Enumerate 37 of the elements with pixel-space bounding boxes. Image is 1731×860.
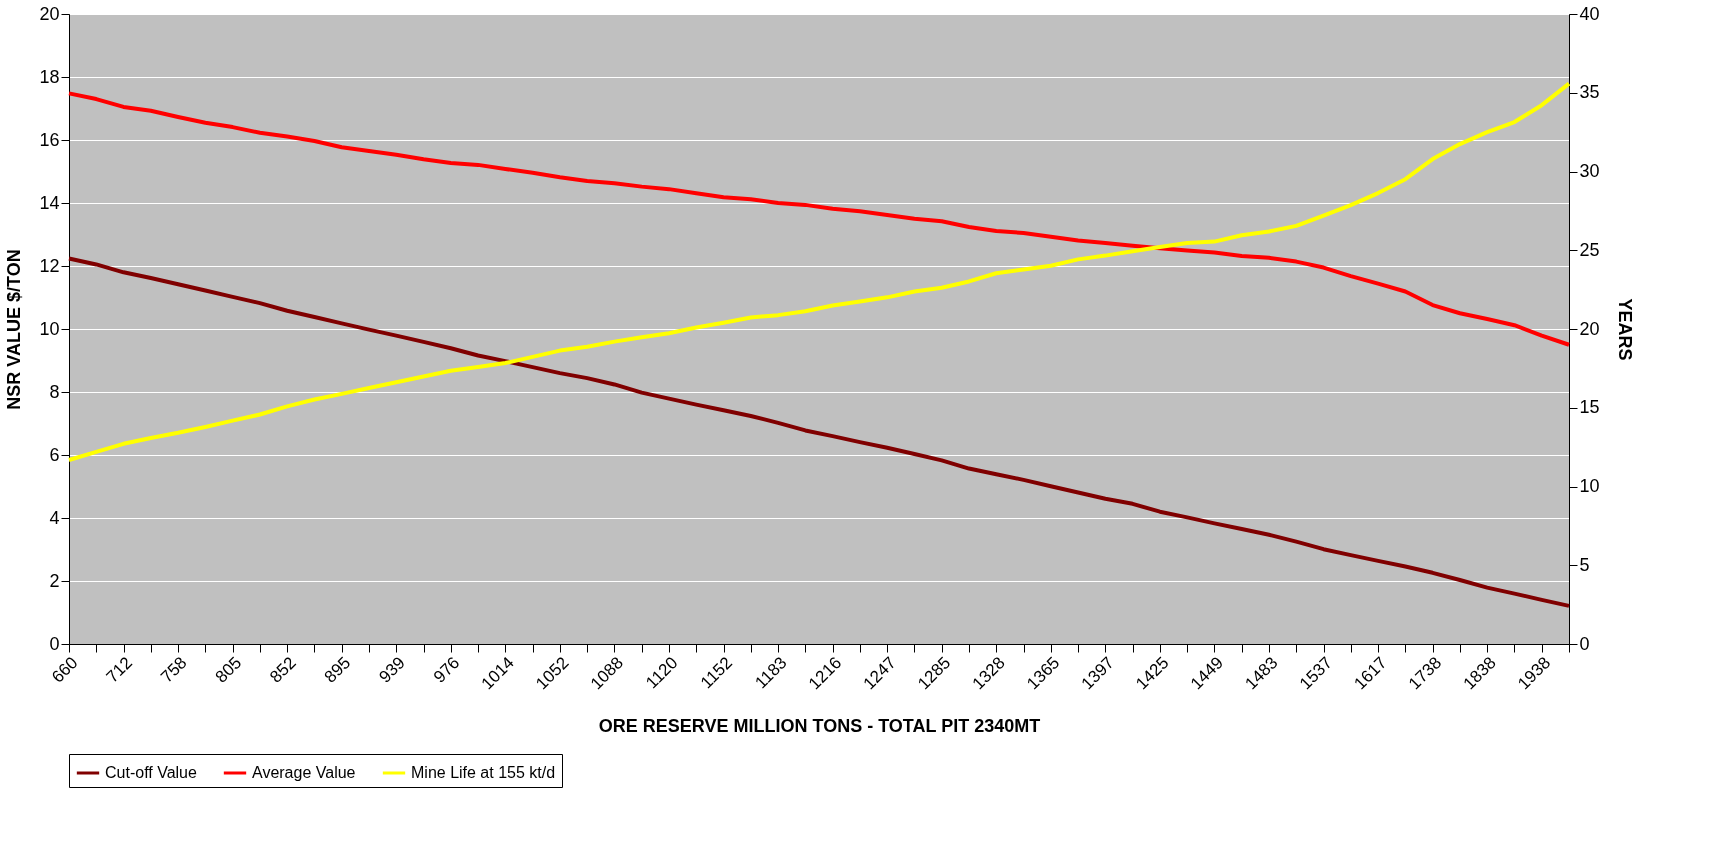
y-tick-label: 8 <box>49 381 60 402</box>
y2-tick-label: 30 <box>1579 161 1600 181</box>
legend-label: Cut-off Value <box>105 764 198 781</box>
y2-tick-label: 0 <box>1579 633 1590 654</box>
line-series <box>67 256 1571 608</box>
y2-axis-title: YEARS <box>1614 298 1635 361</box>
x-tick-label: 852 <box>266 653 300 687</box>
y-tick-label: 18 <box>39 66 60 87</box>
x-tick-label: 976 <box>429 653 464 687</box>
y2-tick-label: 15 <box>1579 397 1600 418</box>
y-tick-label: 2 <box>49 570 60 591</box>
x-tick-label: 939 <box>375 653 409 687</box>
x-tick-label: 660 <box>48 653 82 687</box>
y-tick-label: 14 <box>39 192 60 213</box>
x-tick-label: 712 <box>102 653 137 687</box>
y2-tick-label: 20 <box>1579 318 1600 339</box>
y2-tick-label: 5 <box>1579 554 1590 575</box>
y-tick-label: 16 <box>39 129 60 150</box>
y-tick-label: 10 <box>39 318 60 339</box>
y2-tick-label: 25 <box>1579 239 1600 260</box>
y-axis-title: NSR VALUE $/TON <box>4 249 25 410</box>
y-tick-label: 12 <box>39 255 60 276</box>
x-tick-label: 805 <box>211 653 246 687</box>
y2-tick-label: 40 <box>1579 3 1600 24</box>
y-tick-label: 4 <box>49 507 60 528</box>
legend-label: Mine Life at 155 kt/d <box>411 764 556 781</box>
x-tick-label: 758 <box>157 653 191 687</box>
y2-tick-label: 10 <box>1579 476 1600 496</box>
y-tick-label: 6 <box>49 444 60 465</box>
y-tick-label: 0 <box>49 633 60 654</box>
line-series <box>67 91 1571 347</box>
y-tick-label: 20 <box>39 3 60 24</box>
y2-tick-label: 35 <box>1579 82 1600 103</box>
line-series <box>67 81 1571 463</box>
legend-label: Average Value <box>252 764 356 781</box>
x-axis-title: ORE RESERVE MILLION TONS - TOTAL PIT 2340MT <box>598 715 1041 736</box>
x-tick-label: 895 <box>320 653 355 687</box>
